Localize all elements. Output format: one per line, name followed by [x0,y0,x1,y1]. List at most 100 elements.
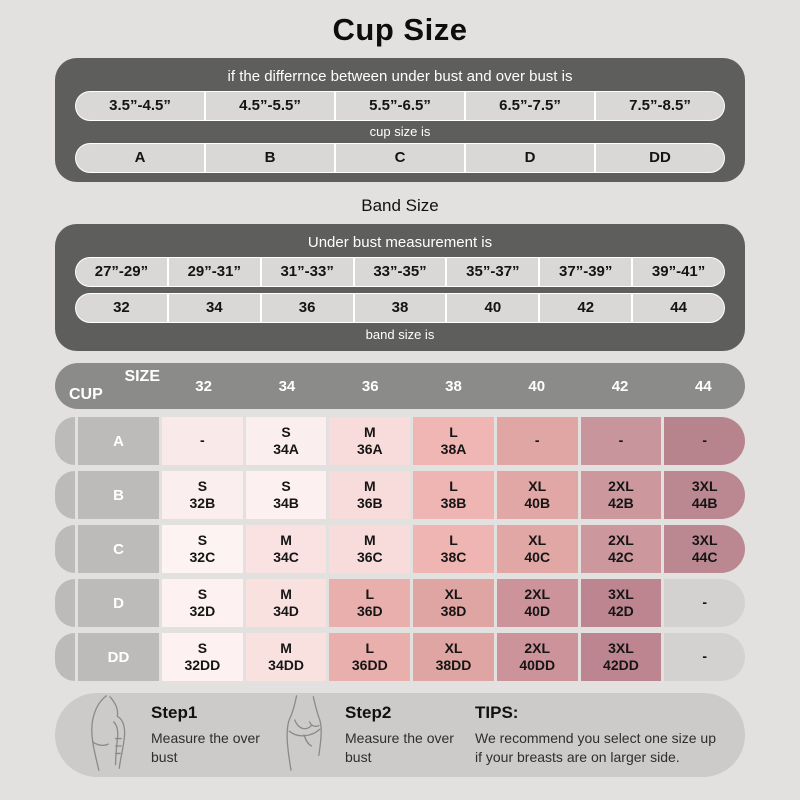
size-cell-line2: 42C [608,549,634,565]
step2-block: Step2 Measure the over bust [345,703,457,767]
size-cell-line2: 38DD [435,657,472,673]
tips-text: We recommend you select one size up if y… [475,730,716,765]
band-size-title: Band Size [361,196,439,215]
size-cell-line1: 3XL [691,531,718,548]
band-size-pill: 44 [633,294,725,322]
cup-letter-pill: DD [596,144,724,172]
diff-range-pill: 7.5”-8.5” [596,92,724,120]
band-number-row: 32 34 36 38 40 42 44 [75,293,725,323]
size-cell-line2: 34B [273,495,299,511]
size-cell-line2: 36C [356,549,383,565]
size-cell-line1: - [200,432,205,449]
size-cell-line2: 38D [440,603,467,619]
size-cell-line1: S [281,477,291,494]
cup-letter-row: A B C D DD [75,143,725,173]
underbust-range-pill: 33”-35” [354,258,446,286]
band-size-pill: 42 [540,294,632,322]
diff-range-pill: 5.5”-6.5” [336,92,464,120]
step1-text: Measure the over bust [151,730,260,765]
size-cell-line1: M [363,423,376,440]
size-cell-line1: 3XL [608,585,634,602]
size-cell-line2: 32C [189,549,216,565]
tips-block: TIPS: We recommend you select one size u… [469,703,719,767]
size-cell-line1: - [618,432,624,449]
size-cell-line2: 40B [524,495,551,511]
matrix-row-b: B S 32B S 34B M 36B L 38B XL 40B 2XL 42B 3XL 44… [55,471,746,519]
size-cell-line1: L [365,585,375,602]
matrix-col-header: 36 [361,377,379,395]
size-cell-line2: 34DD [268,657,304,673]
size-cell: 2XL 42C [580,525,662,573]
row-label: DD [78,633,159,681]
cup-letter-pill: A [76,144,204,172]
cup-table-header: if the differrnce between under bust and… [227,68,573,85]
size-cell-line1: M [363,477,376,494]
size-cell: 2XL 40DD [496,633,578,681]
size-cell-line2: 32B [189,495,216,511]
size-cell-line1: - [702,594,707,611]
band-size-pill: 34 [168,294,260,322]
size-cell-line1: M [280,585,292,602]
band-size-pill: 38 [354,294,446,322]
size-cell: M 36C [329,525,411,573]
size-cell: M 34C [245,525,327,573]
matrix-col-header: 32 [195,377,212,395]
size-cell: S 34A [245,417,327,465]
size-cell: S 32B [162,471,243,519]
size-cell-line1: L [449,477,458,494]
size-cell: 2XL 42B [580,471,662,519]
matrix-row-dd: DD S 32DD M 34DD L 36DD XL 38DD 2XL 40DD 3XL 4… [55,633,746,681]
step2-text: Measure the over bust [345,730,454,765]
page-title: Cup Size [332,12,468,47]
size-cell: M 34DD [245,633,327,681]
size-cell-line2: 42DD [603,657,639,673]
row-label: C [78,525,159,573]
size-cell: XL 38D [413,579,494,627]
matrix-header: SIZE CUP 32 34 36 38 40 42 44 [55,363,745,409]
corner-cup-label: CUP [69,386,103,403]
tips-title: TIPS: [475,703,519,723]
size-cell: S 32D [162,579,243,627]
cup-size-is-label: cup size is [369,124,431,139]
size-cell-line1: 2XL [524,639,551,656]
size-cell-line1: XL [444,639,463,656]
cup-letter-pill: D [466,144,594,172]
size-cell: XL 40C [496,525,578,573]
size-cell-line1: 2XL [608,477,634,494]
size-cell: L 36D [329,579,411,627]
size-cell-line2: 40DD [519,657,556,673]
size-cell-line1: 3XL [691,477,718,494]
size-cell-line2: 34D [273,603,299,619]
size-cell-line2: 44C [691,549,718,565]
underbust-range-pill: 37”-39” [540,258,632,286]
size-cell-line1: M [280,639,292,656]
size-cell-line1: S [281,423,291,440]
size-cell: L 38A [413,417,494,465]
size-cell: - [664,579,746,627]
size-cell: - [162,417,243,465]
size-cell: 3XL 42D [580,579,662,627]
size-cell: S 34B [245,471,327,519]
underbust-range-pill: 29”-31” [168,258,260,286]
size-cell: 3XL 42DD [580,633,662,681]
cup-letter-pill: B [206,144,334,172]
band-size-pill: 40 [447,294,539,322]
step1-title: Step1 [151,703,198,723]
size-cell-line1: - [702,648,707,665]
size-cell-line2: 32DD [184,657,221,673]
size-cell-line2: 36DD [351,657,388,673]
row-left-cap [55,579,75,627]
size-cell-line1: 3XL [608,639,634,656]
size-cell: M 34D [245,579,327,627]
size-cell: S 32C [162,525,243,573]
size-cell: M 36B [329,471,411,519]
size-cell: S 32DD [162,633,243,681]
matrix-col-header: 38 [445,377,462,395]
size-cell-line2: 38A [440,441,467,457]
size-cell: - [580,417,662,465]
size-cell-line2: 42B [608,495,634,511]
size-cell-line1: - [702,432,707,449]
size-cell-line1: M [363,531,376,548]
size-cell-line1: S [197,639,208,656]
